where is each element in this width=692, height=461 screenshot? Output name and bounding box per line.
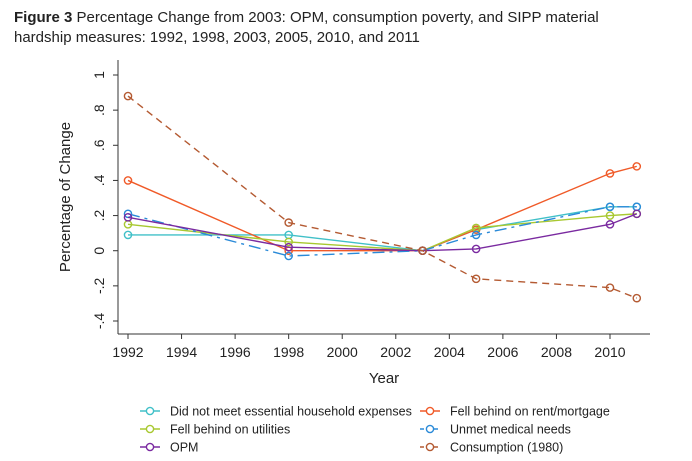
- data-point: [471, 244, 481, 254]
- x-tick-label: 2004: [434, 344, 465, 360]
- y-axis-title: Percentage of Change: [57, 122, 74, 272]
- legend-item: Consumption (1980): [420, 441, 563, 455]
- series-opm: [123, 209, 642, 256]
- legend-label: Fell behind on utilities: [170, 423, 290, 437]
- x-tick-label: 2010: [594, 344, 625, 360]
- data-point: [632, 209, 642, 219]
- series-line: [127, 213, 637, 252]
- series-did-not-meet-essential-household-expenses: [123, 202, 642, 256]
- chart-axes: -.4 -.2 0 .2 .4 .6 .8 1 1992 1994 1996 1998 2000 2002…: [57, 60, 650, 387]
- y-tick-label: .2: [91, 210, 107, 222]
- data-point: [471, 230, 481, 240]
- figure-title: Figure 3 Percentage Change from 2003: OP…: [14, 8, 634, 48]
- legend-label: Unmet medical needs: [450, 423, 571, 437]
- data-point: [471, 274, 481, 284]
- y-tick-label: .6: [91, 139, 107, 151]
- legend-marker: [425, 424, 435, 434]
- y-tick-label: -.2: [91, 277, 107, 294]
- legend-label: Consumption (1980): [450, 441, 563, 455]
- x-tick-label: 2000: [327, 344, 358, 360]
- data-point: [632, 162, 642, 171]
- data-point: [605, 283, 615, 292]
- legend-item: OPM: [140, 441, 198, 455]
- data-point: [605, 169, 615, 178]
- x-tick-label: 1994: [166, 344, 197, 360]
- legend-marker: [425, 406, 435, 416]
- x-tick-label: 1998: [273, 344, 304, 360]
- data-point: [284, 218, 293, 227]
- legend-item: Unmet medical needs: [420, 423, 571, 437]
- x-tick-label: 1996: [220, 344, 251, 360]
- y-tick-label: 1: [91, 71, 107, 79]
- legend-marker: [425, 442, 435, 452]
- legend-item: Did not meet essential household expense…: [140, 405, 412, 419]
- x-tick-label: 2006: [487, 344, 518, 360]
- series-fell-behind-on-rent-mortgage: [123, 162, 642, 256]
- legend-marker: [145, 406, 155, 416]
- legend-label: Did not meet essential household expense…: [170, 405, 412, 419]
- x-tick-label: 1992: [112, 344, 143, 360]
- data-point: [123, 91, 133, 101]
- legend-marker: [145, 424, 155, 434]
- data-point: [123, 176, 133, 185]
- figure-label: Figure 3: [14, 9, 73, 26]
- data-point: [605, 211, 615, 220]
- x-axis-title: Year: [369, 370, 399, 387]
- x-tick-label: 2002: [380, 344, 411, 360]
- y-tick-label: .8: [91, 104, 107, 116]
- legend-item: Fell behind on rent/mortgage: [420, 405, 610, 419]
- x-tick-label: 2008: [541, 344, 572, 360]
- data-point: [418, 246, 427, 256]
- data-point: [284, 237, 293, 247]
- figure-caption: Percentage Change from 2003: OPM, consum…: [14, 9, 599, 46]
- legend-marker: [145, 442, 155, 452]
- series-line: [127, 95, 638, 299]
- data-point: [123, 230, 133, 240]
- y-tick-label: 0: [91, 247, 107, 255]
- legend-label: Fell behind on rent/mortgage: [450, 405, 610, 419]
- legend-label: OPM: [170, 441, 198, 455]
- series-line: [127, 165, 637, 252]
- data-point: [284, 242, 293, 252]
- y-tick-label: .4: [91, 174, 107, 186]
- chart-legend: Did not meet essential household expense…: [140, 405, 610, 455]
- legend-item: Fell behind on utilities: [140, 423, 290, 437]
- data-point: [605, 202, 615, 212]
- data-point: [605, 220, 615, 229]
- data-point: [632, 293, 642, 303]
- data-point: [284, 251, 293, 261]
- data-point: [123, 213, 133, 222]
- y-tick-label: -.4: [91, 313, 107, 330]
- series-line: [127, 213, 638, 252]
- chart-series: [123, 91, 642, 303]
- series-line: [127, 206, 637, 257]
- series-consumption-1980: [123, 91, 642, 303]
